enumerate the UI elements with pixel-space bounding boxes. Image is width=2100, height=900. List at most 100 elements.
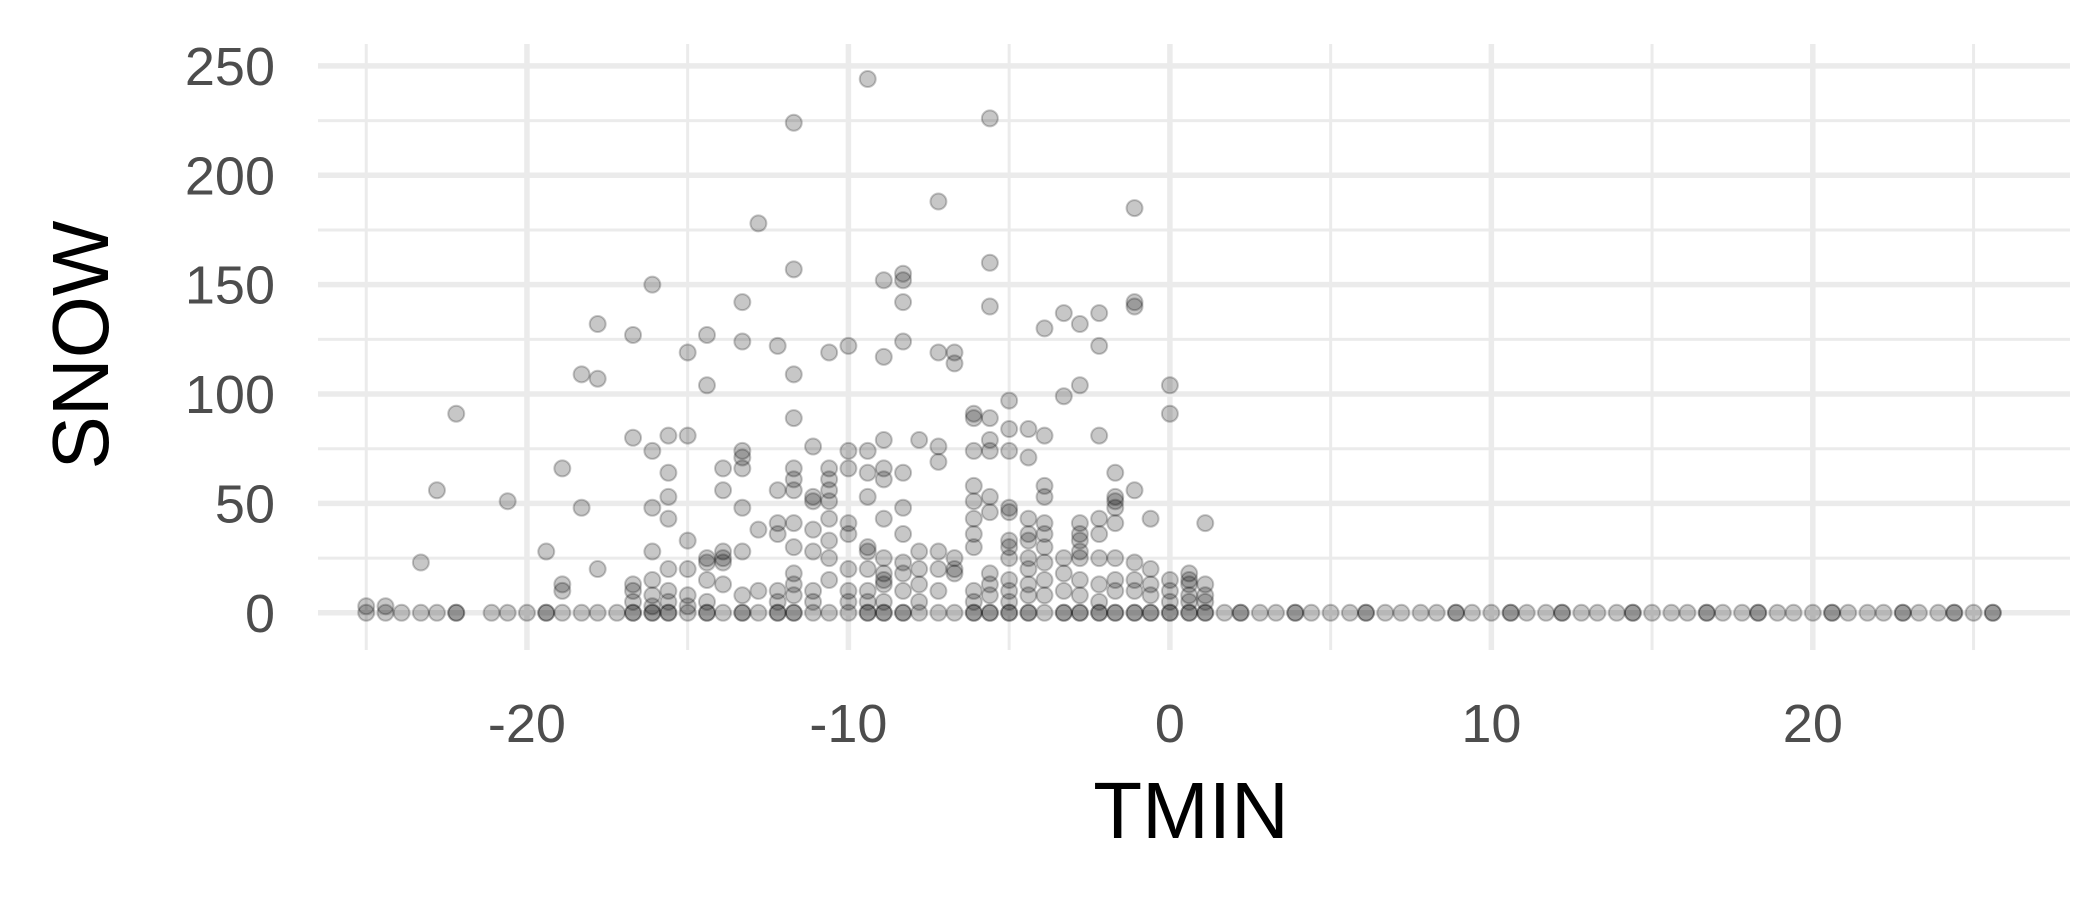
data-point bbox=[1035, 476, 1054, 495]
data-point bbox=[894, 271, 913, 290]
data-point bbox=[980, 487, 999, 506]
data-point bbox=[964, 409, 983, 428]
data-point bbox=[910, 542, 929, 561]
data-point bbox=[768, 525, 787, 544]
data-point bbox=[697, 549, 716, 568]
data-point bbox=[858, 487, 877, 506]
data-point bbox=[733, 603, 752, 622]
minor-gridlines bbox=[318, 44, 2070, 650]
data-point bbox=[858, 542, 877, 561]
data-point bbox=[714, 459, 733, 478]
data-point bbox=[714, 542, 733, 561]
data-point bbox=[894, 264, 913, 283]
data-point bbox=[1141, 575, 1160, 594]
data-point bbox=[894, 293, 913, 312]
data-point bbox=[1196, 514, 1215, 533]
data-point bbox=[733, 448, 752, 467]
data-point bbox=[910, 575, 929, 594]
data-point bbox=[1983, 603, 2002, 622]
data-point bbox=[1106, 603, 1125, 622]
data-point bbox=[643, 498, 662, 517]
data-point bbox=[1090, 592, 1109, 611]
data-point bbox=[1090, 575, 1109, 594]
data-point bbox=[733, 293, 752, 312]
data-point bbox=[839, 459, 858, 478]
data-point bbox=[964, 404, 983, 423]
data-point bbox=[784, 470, 803, 489]
data-point bbox=[714, 481, 733, 500]
data-point bbox=[697, 603, 716, 622]
data-point bbox=[839, 336, 858, 355]
data-point bbox=[874, 592, 893, 611]
data-point bbox=[1713, 603, 1732, 622]
data-point bbox=[964, 441, 983, 460]
data-point bbox=[820, 549, 839, 568]
data-point bbox=[964, 603, 983, 622]
data-point bbox=[447, 603, 466, 622]
data-point bbox=[1070, 603, 1089, 622]
data-point bbox=[874, 549, 893, 568]
data-point bbox=[678, 560, 697, 579]
data-point bbox=[1160, 603, 1179, 622]
data-point bbox=[910, 603, 929, 622]
data-point bbox=[678, 426, 697, 445]
data-point bbox=[1090, 549, 1109, 568]
data-point bbox=[697, 592, 716, 611]
data-point bbox=[572, 603, 591, 622]
data-point bbox=[839, 592, 858, 611]
data-point bbox=[1019, 448, 1038, 467]
data-point bbox=[1070, 549, 1089, 568]
data-point bbox=[980, 575, 999, 594]
data-point bbox=[874, 459, 893, 478]
y-axis-title: SNOW bbox=[36, 220, 125, 469]
data-point bbox=[964, 492, 983, 511]
data-point bbox=[1874, 603, 1893, 622]
data-point bbox=[1180, 564, 1199, 583]
data-point bbox=[804, 487, 823, 506]
data-point bbox=[980, 109, 999, 128]
data-point bbox=[874, 430, 893, 449]
data-point bbox=[1160, 603, 1179, 622]
data-point bbox=[427, 603, 446, 622]
data-point bbox=[1482, 603, 1501, 622]
data-point bbox=[874, 470, 893, 489]
data-point bbox=[1180, 603, 1199, 622]
data-point bbox=[733, 542, 752, 561]
data-point bbox=[768, 514, 787, 533]
data-point bbox=[659, 560, 678, 579]
data-point bbox=[1035, 319, 1054, 338]
data-point bbox=[714, 575, 733, 594]
data-point bbox=[624, 603, 643, 622]
data-point bbox=[1070, 570, 1089, 589]
data-point bbox=[1286, 603, 1305, 622]
data-point bbox=[894, 332, 913, 351]
data-point bbox=[749, 603, 768, 622]
data-point bbox=[643, 603, 662, 622]
data-point bbox=[964, 538, 983, 557]
data-point bbox=[784, 365, 803, 384]
data-point bbox=[894, 564, 913, 583]
data-point bbox=[697, 553, 716, 572]
data-point bbox=[1427, 603, 1446, 622]
data-point bbox=[1070, 525, 1089, 544]
data-point bbox=[858, 70, 877, 89]
data-point bbox=[588, 315, 607, 334]
data-point bbox=[980, 586, 999, 605]
data-point bbox=[733, 332, 752, 351]
data-point bbox=[1784, 603, 1803, 622]
data-point bbox=[1180, 592, 1199, 611]
data-point bbox=[820, 603, 839, 622]
data-point bbox=[874, 509, 893, 528]
data-point bbox=[768, 603, 787, 622]
data-point bbox=[1090, 603, 1109, 622]
x-tick-label: 0 bbox=[1155, 694, 1185, 754]
data-point bbox=[839, 581, 858, 600]
data-point bbox=[659, 426, 678, 445]
data-point bbox=[1160, 404, 1179, 423]
data-point bbox=[427, 481, 446, 500]
data-point bbox=[659, 592, 678, 611]
data-point bbox=[1964, 603, 1983, 622]
data-point bbox=[1250, 603, 1269, 622]
data-point bbox=[553, 603, 572, 622]
data-point bbox=[1945, 603, 1964, 622]
